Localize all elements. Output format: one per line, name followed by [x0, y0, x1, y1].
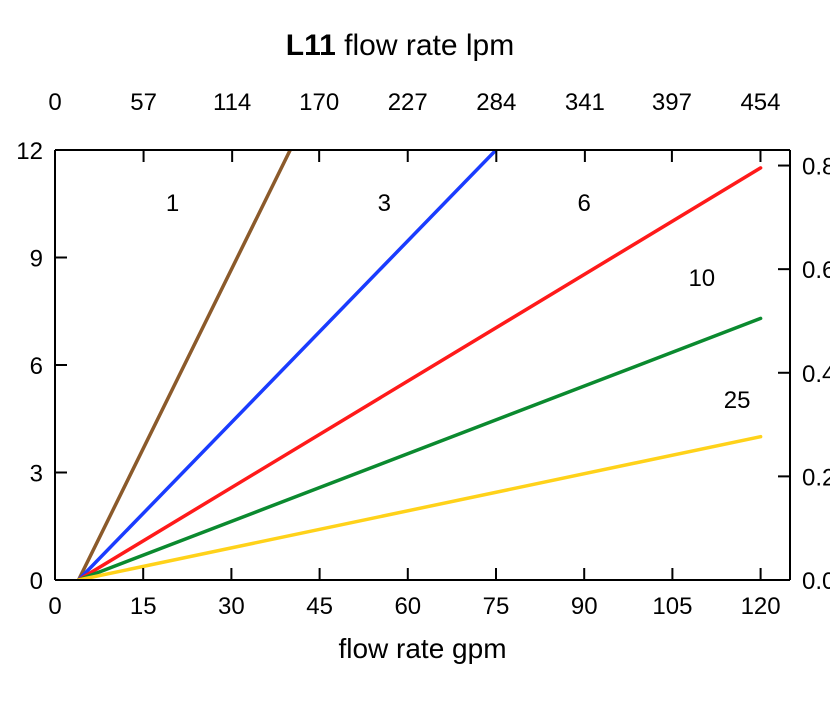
y-left-tick-label: 3: [30, 461, 43, 488]
series-label-10: 10: [688, 265, 715, 292]
x-bottom-tick-label: 30: [218, 593, 245, 620]
y-right-tick-label: 0.6: [802, 257, 830, 284]
x-top-tick-label: 170: [299, 89, 339, 116]
y-right-tick-label: 0.2: [802, 464, 830, 491]
x-bottom-tick-label: 15: [130, 593, 157, 620]
y-left-tick-label: 9: [30, 246, 43, 273]
series-label-25: 25: [724, 387, 751, 414]
series-label-6: 6: [578, 190, 591, 217]
y-left-tick-label: 6: [30, 353, 43, 380]
x-top-tick-label: 114: [213, 89, 251, 116]
x-bottom-tick-label: 120: [741, 593, 781, 620]
x-bottom-tick-label: 90: [571, 593, 598, 620]
chart-container: L11 flow rate lpm13610250153045607590105…: [0, 0, 830, 702]
x-bottom-axis-label: flow rate gpm: [338, 633, 506, 664]
x-bottom-tick-label: 75: [483, 593, 510, 620]
x-bottom-tick-label: 60: [394, 593, 421, 620]
flow-rate-chart: L11 flow rate lpm13610250153045607590105…: [0, 0, 830, 702]
x-top-tick-label: 227: [388, 89, 428, 116]
x-bottom-tick-label: 45: [306, 593, 333, 620]
x-top-tick-label: 454: [740, 89, 780, 116]
x-top-tick-label: 57: [130, 89, 157, 116]
x-top-tick-label: 0: [48, 89, 61, 116]
y-left-tick-label: 0: [30, 568, 43, 595]
x-top-tick-label: 397: [652, 89, 692, 116]
x-top-tick-label: 284: [476, 89, 516, 116]
x-bottom-tick-label: 105: [652, 593, 692, 620]
x-top-tick-label: 341: [565, 89, 605, 116]
chart-title: L11 flow rate lpm: [286, 29, 514, 62]
y-right-tick-label: 0.4: [802, 361, 830, 388]
series-label-3: 3: [378, 190, 391, 217]
x-bottom-tick-label: 0: [48, 593, 61, 620]
y-left-tick-label: 12: [16, 138, 43, 165]
series-label-1: 1: [166, 190, 179, 217]
y-right-tick-label: 0.0: [802, 568, 830, 595]
y-right-tick-label: 0.8: [802, 154, 830, 181]
